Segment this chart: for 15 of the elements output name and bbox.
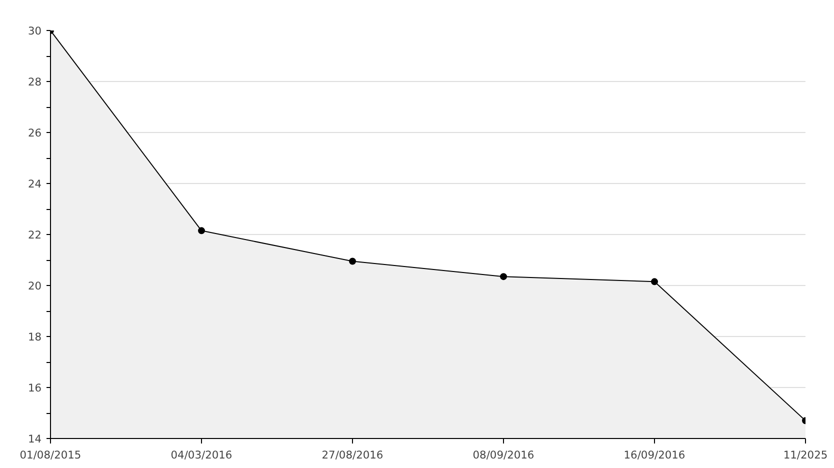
x-tick-label: 04/03/2016 <box>170 448 232 462</box>
y-tick-label: 26 <box>28 126 42 140</box>
y-tick-label: 16 <box>28 382 42 394</box>
y-tick-label: 14 <box>28 432 42 446</box>
x-tick-label: 08/09/2016 <box>472 448 534 462</box>
y-tick-label: 28 <box>28 76 42 88</box>
x-tick-label: 16/09/2016 <box>624 448 686 462</box>
y-tick-label: 22 <box>28 228 42 242</box>
x-tick-label: 11/2025 <box>783 448 828 462</box>
y-tick-label: 30 <box>28 24 42 38</box>
y-tick-label: 18 <box>28 330 42 344</box>
y-tick-label: 20 <box>28 280 42 292</box>
x-tick-label: 27/08/2016 <box>322 448 384 462</box>
x-tick-label: 01/08/2015 <box>20 448 82 462</box>
y-tick-label: 24 <box>28 178 42 190</box>
